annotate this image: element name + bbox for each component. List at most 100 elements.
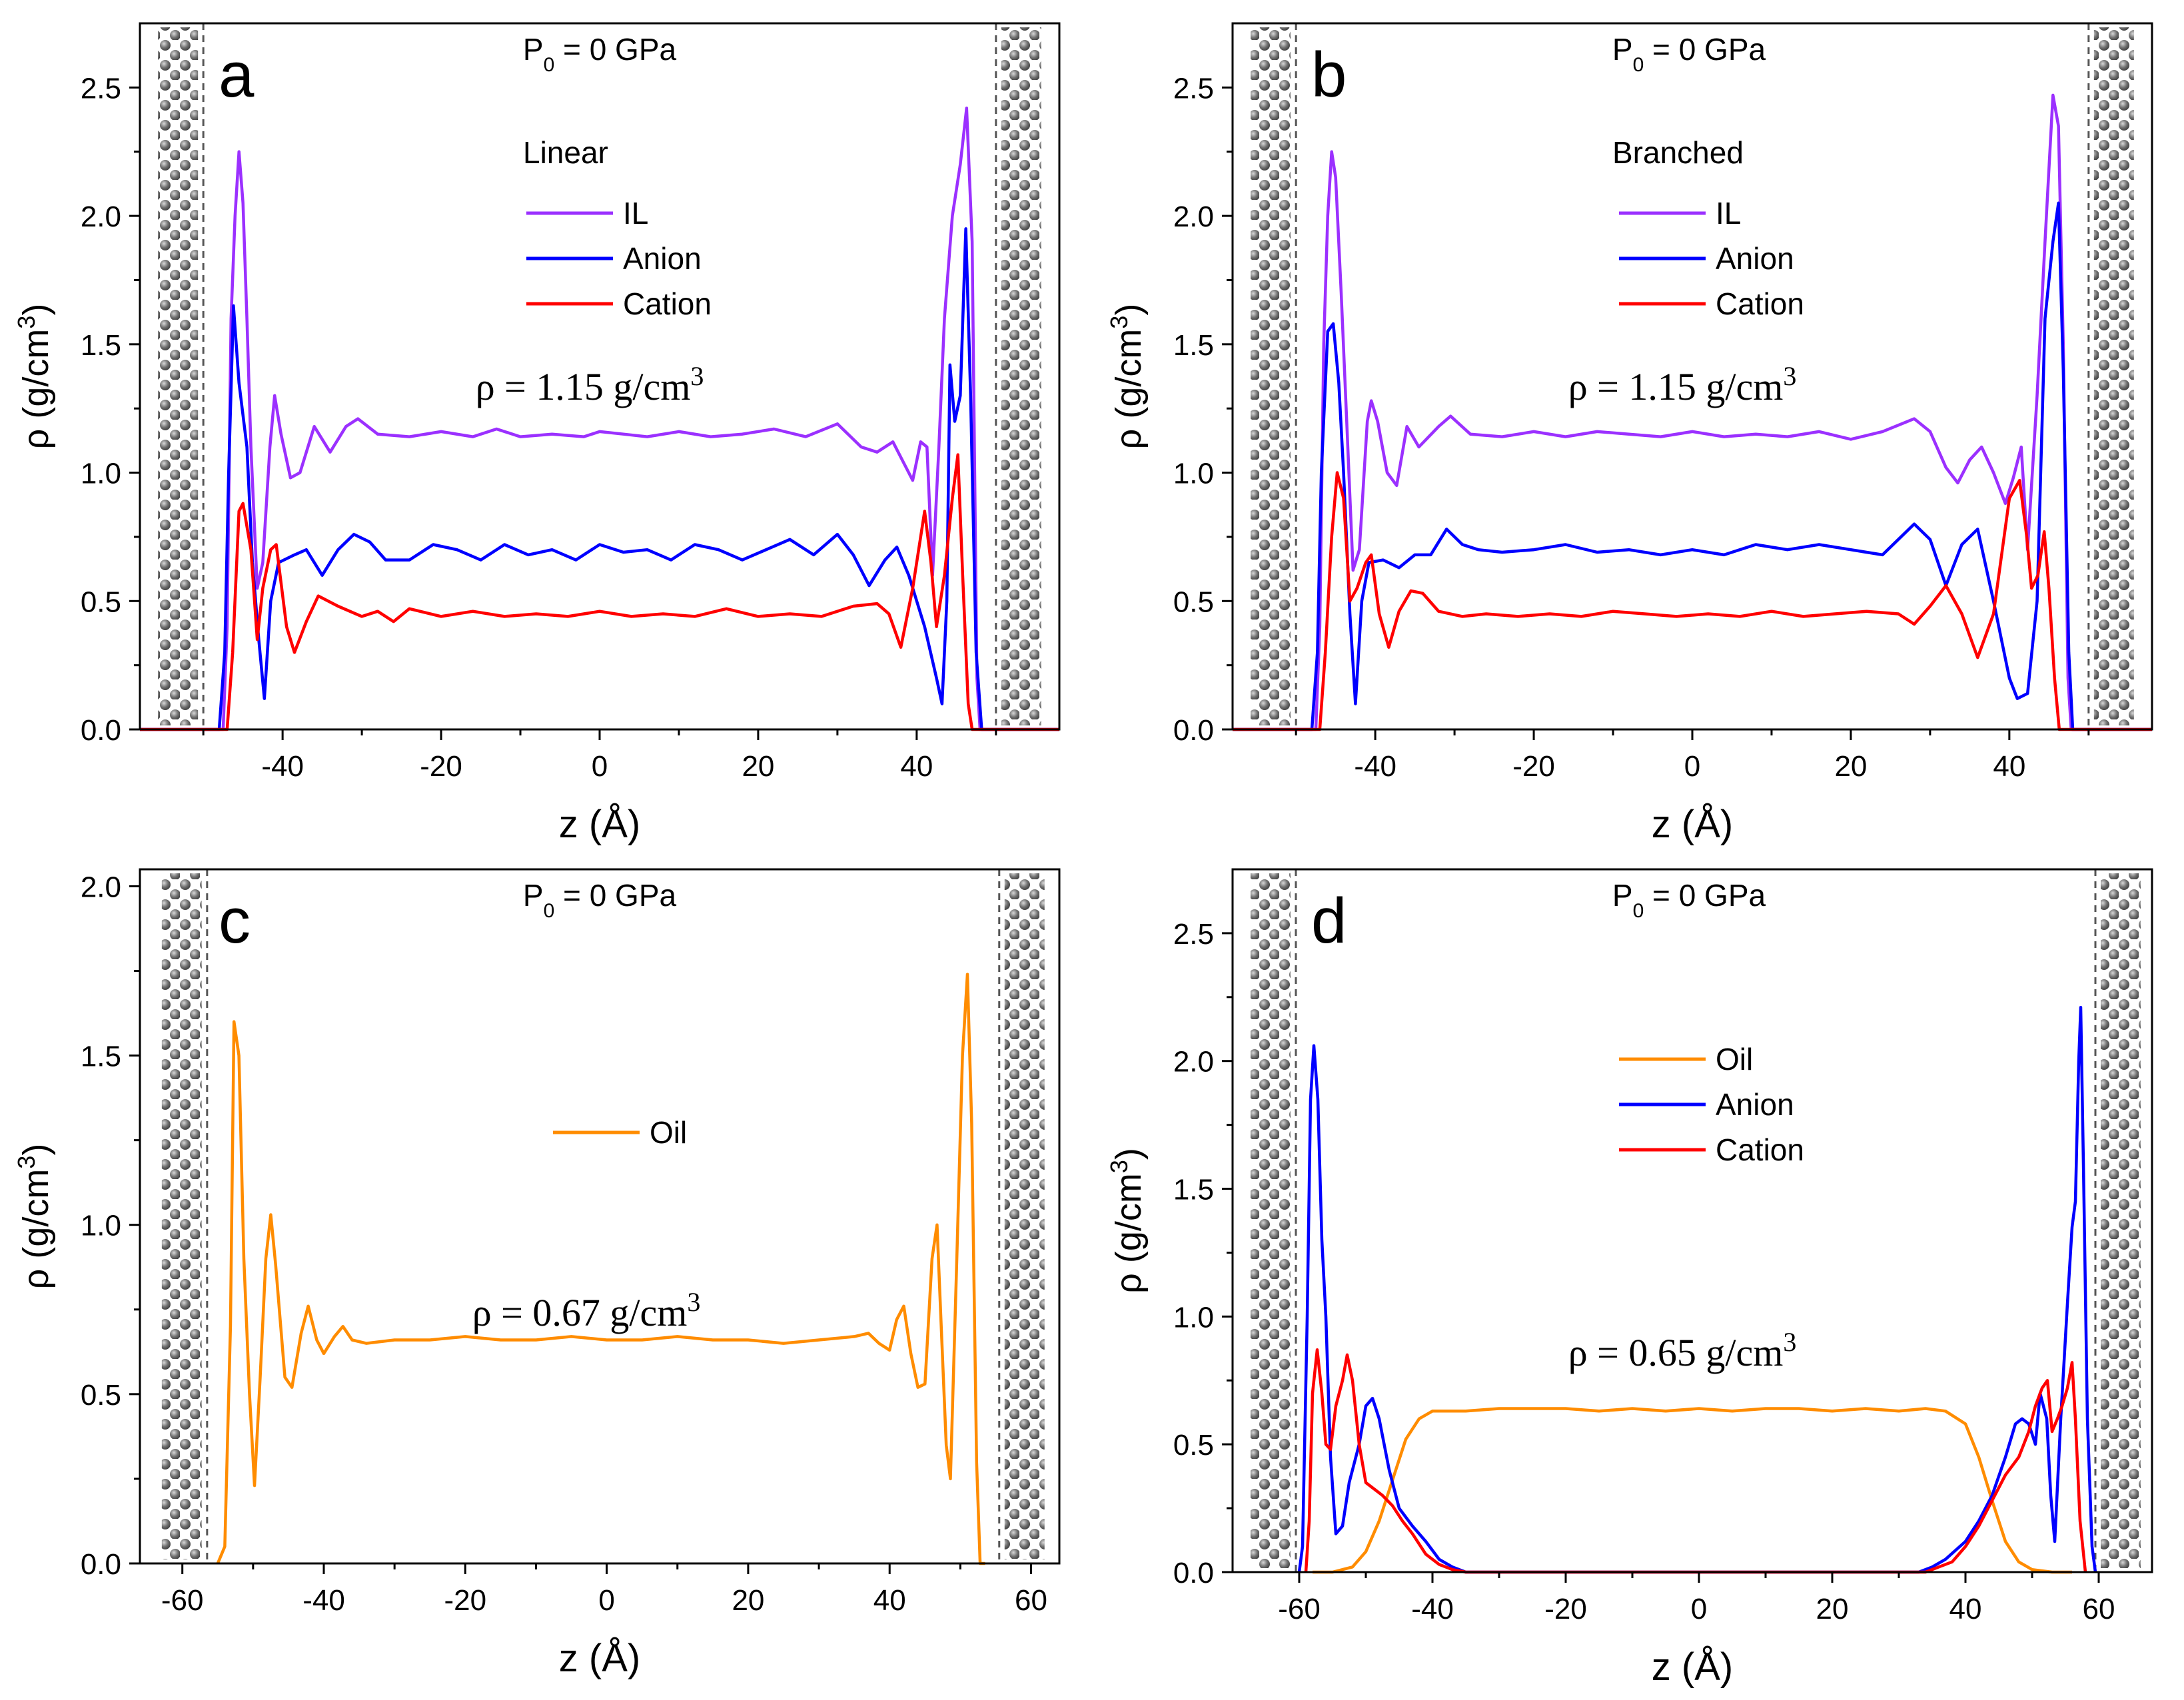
x-tick-label: -20	[1544, 1593, 1587, 1625]
series-line-anion	[1297, 1005, 2097, 1574]
y-tick-label: 1.5	[81, 329, 121, 362]
series-line-cation	[1233, 471, 2152, 731]
left-wall	[1251, 27, 1291, 725]
density-annotation: ρ = 1.15 g/cm3	[476, 361, 704, 409]
legend-label-anion: Anion	[1716, 1087, 1794, 1122]
x-tick-label: -40	[1354, 750, 1396, 783]
y-tick-label: 0.0	[1173, 714, 1214, 747]
y-axis-label: ρ (g/cm3)	[13, 304, 57, 450]
x-tick-label: 60	[1015, 1584, 1047, 1617]
plot-frame	[139, 868, 1061, 1565]
y-tick-label: 0.5	[1173, 1429, 1214, 1462]
y-tick-label: 2.0	[81, 871, 121, 903]
pressure-title: P0 = 0 GPa	[1612, 32, 1766, 76]
panel-a: -40 -20 0 20 40 0.0 0.5 1.0 1.5 2.0 2.5 z (Å) ρ (g/c…	[13, 22, 1061, 846]
plot-frame	[1231, 868, 2153, 1573]
y-tick-label: 2.5	[1173, 72, 1214, 105]
x-tick-label: -40	[1411, 1593, 1454, 1625]
y-axis-label: ρ (g/cm3)	[13, 1144, 57, 1290]
x-tick-label: -20	[420, 750, 462, 783]
x-tick-label: 0	[1684, 750, 1700, 783]
y-axis-label: ρ (g/cm3)	[1105, 304, 1149, 450]
x-tick-label: 40	[900, 750, 933, 783]
x-tick-label: -40	[261, 750, 304, 783]
series-line-anion	[140, 227, 1059, 731]
x-tick-label: -40	[302, 1584, 345, 1617]
panel-label: c	[219, 885, 251, 957]
legend-label-oil: Oil	[1716, 1042, 1753, 1076]
legend-title: Linear	[523, 135, 608, 170]
right-wall	[1001, 27, 1041, 725]
x-tick-label: 20	[1816, 1593, 1849, 1625]
right-wall	[2101, 873, 2141, 1568]
panel-label: d	[1311, 885, 1347, 957]
series-line-oil	[216, 973, 985, 1565]
y-tick-label: 2.0	[1173, 1046, 1214, 1078]
y-axis-label: ρ (g/cm3)	[1105, 1148, 1149, 1294]
y-tick-label: 2.5	[81, 72, 121, 105]
x-tick-label: 40	[1949, 1593, 1982, 1625]
x-axis-label: z (Å)	[1652, 1645, 1733, 1689]
x-tick-label: -20	[444, 1584, 487, 1617]
panel-b: -40 -20 0 20 40 0.0 0.5 1.0 1.5 2.0 2.5 z (Å) ρ (g/c…	[1105, 22, 2153, 846]
x-tick-label: -60	[1278, 1593, 1321, 1625]
left-wall	[161, 873, 202, 1559]
x-axis-label: z (Å)	[1652, 803, 1733, 846]
y-tick-label: 0.5	[81, 586, 121, 618]
pressure-title: P0 = 0 GPa	[523, 878, 677, 922]
legend-label-il: IL	[1716, 196, 1741, 230]
y-tick-label: 0.0	[81, 714, 121, 747]
density-annotation: ρ = 1.15 g/cm3	[1568, 361, 1797, 409]
legend-label-cation: Cation	[1716, 1132, 1804, 1167]
y-tick-label: 2.5	[1173, 918, 1214, 951]
series-line-anion	[1233, 201, 2152, 731]
legend-label-anion: Anion	[1716, 241, 1794, 276]
x-axis-label: z (Å)	[559, 1637, 640, 1680]
y-tick-label: 1.0	[1173, 458, 1214, 490]
x-axis-label: z (Å)	[559, 803, 640, 846]
series-line-oil	[1313, 1407, 2072, 1574]
legend-label-oil: Oil	[650, 1115, 687, 1150]
panel-label: b	[1311, 39, 1347, 111]
y-tick-label: 1.5	[1173, 329, 1214, 362]
left-wall	[1251, 873, 1291, 1568]
legend-label-cation: Cation	[623, 286, 712, 321]
y-tick-label: 1.0	[81, 1210, 121, 1242]
series-line-cation	[140, 453, 1059, 731]
y-tick-label: 0.5	[1173, 586, 1214, 618]
x-tick-label: 60	[2083, 1593, 2115, 1625]
x-tick-label: 20	[732, 1584, 764, 1617]
y-tick-label: 1.0	[81, 458, 121, 490]
x-tick-label: 0	[598, 1584, 614, 1617]
y-tick-label: 0.0	[81, 1548, 121, 1581]
x-tick-label: -60	[161, 1584, 204, 1617]
series-line-il	[140, 106, 1059, 731]
right-wall	[1004, 873, 1045, 1559]
right-wall	[2093, 27, 2134, 725]
y-tick-label: 1.5	[1173, 1174, 1214, 1206]
x-tick-label: 40	[1993, 750, 2025, 783]
y-tick-label: 2.0	[81, 201, 121, 233]
legend-title: Branched	[1612, 135, 1744, 170]
legend-label-anion: Anion	[623, 241, 702, 276]
panel-d: -60 -40 -20 0 20 40 60 0.0 0.5 1.0 1.5 2.0 2.5 z (Å) ρ…	[1105, 868, 2153, 1689]
y-tick-label: 0.5	[81, 1379, 121, 1412]
y-tick-label: 1.0	[1173, 1301, 1214, 1334]
y-tick-label: 1.5	[81, 1041, 121, 1073]
density-annotation: ρ = 0.65 g/cm3	[1568, 1327, 1797, 1375]
panel-label: a	[219, 39, 255, 111]
panel-c: -60 -40 -20 0 20 40 60 0.0 0.5 1.0 1.5 2.0 z (Å) ρ (g…	[13, 868, 1061, 1680]
x-tick-label: 0	[1691, 1593, 1707, 1625]
legend-label-cation: Cation	[1716, 286, 1804, 321]
x-tick-label: -20	[1512, 750, 1555, 783]
density-annotation: ρ = 0.67 g/cm3	[472, 1287, 701, 1335]
legend-label-il: IL	[623, 196, 648, 230]
left-wall	[158, 27, 199, 725]
y-tick-label: 2.0	[1173, 201, 1214, 233]
x-tick-label: 20	[742, 750, 774, 783]
series-line-il	[1233, 93, 2152, 731]
x-tick-label: 40	[873, 1584, 906, 1617]
x-tick-label: 20	[1834, 750, 1867, 783]
